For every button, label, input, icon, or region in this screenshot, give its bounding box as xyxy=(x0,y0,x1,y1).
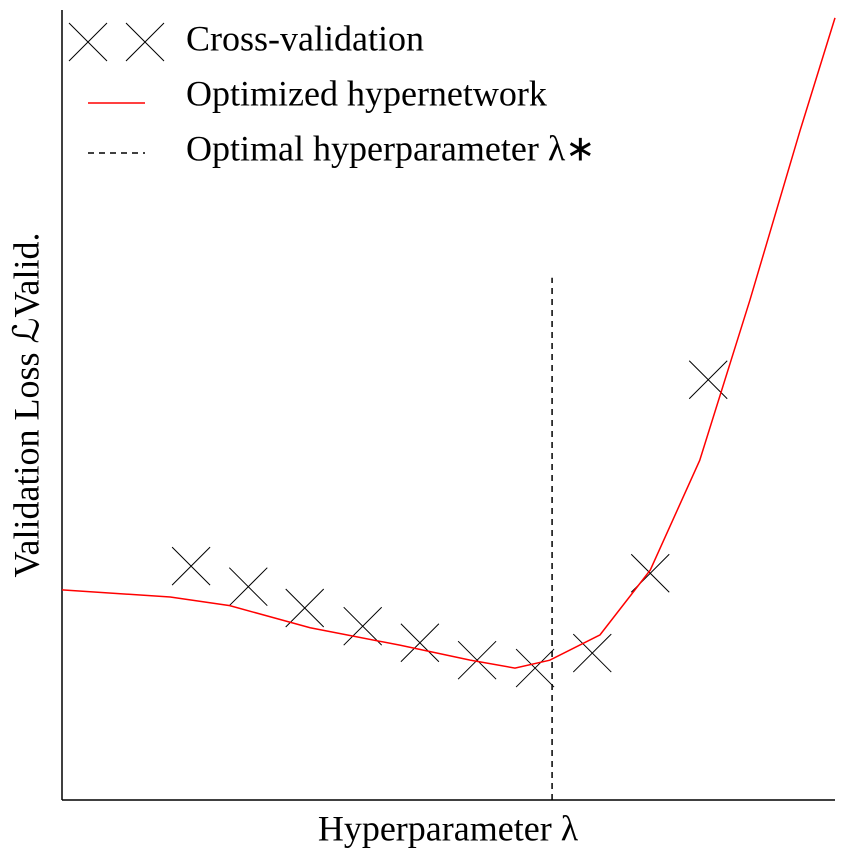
legend-label: Optimized hypernetwork xyxy=(186,73,547,113)
legend-label: Cross-validation xyxy=(186,18,424,58)
cross-marker xyxy=(515,648,555,688)
cross-marker xyxy=(228,567,268,607)
cross-marker xyxy=(343,606,383,646)
line xyxy=(61,17,836,669)
cross-marker xyxy=(457,640,497,680)
x-axis-label: Hyperparameter λ xyxy=(318,808,579,848)
cross-marker xyxy=(400,623,440,663)
cross-marker xyxy=(285,588,325,628)
y-axis-label: Validation Loss ℒValid. xyxy=(6,233,46,578)
cross-marker xyxy=(171,546,211,586)
cross-marker xyxy=(572,633,612,673)
legend-label: Optimal hyperparameter λ∗ xyxy=(186,128,595,168)
legend-marker xyxy=(68,22,165,62)
